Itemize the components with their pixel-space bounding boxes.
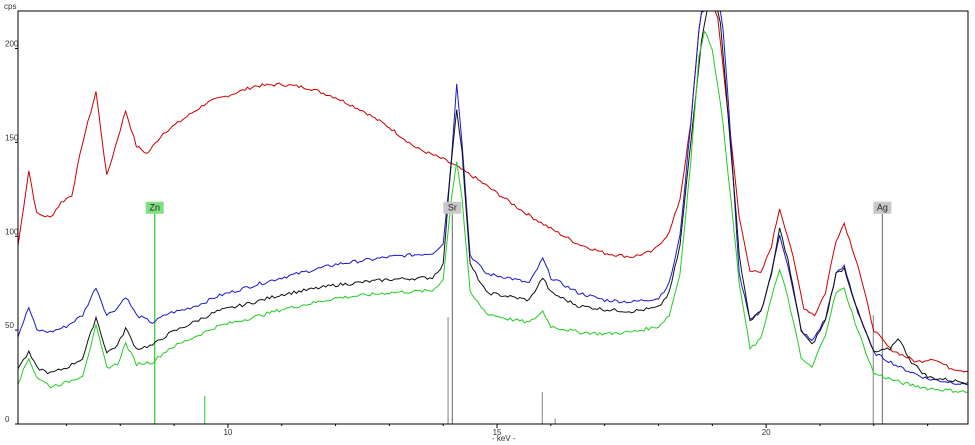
x-axis-label: - keV - (492, 434, 516, 443)
element-label-box-sr (443, 201, 462, 214)
element-label-ag: Ag (877, 203, 888, 213)
y-axis-label: cps (4, 2, 16, 11)
element-marker-lines (154, 213, 884, 424)
spectrum-series-2 (17, 10, 969, 385)
element-label-sr: Sr (448, 203, 457, 213)
element-label-box-zn (145, 201, 164, 214)
y-tick-label-50: 50 (5, 321, 14, 330)
element-label-zn: Zn (149, 203, 160, 213)
x-tick-label-10: 10 (223, 428, 232, 437)
y-tick-label-200: 200 (5, 40, 19, 49)
spectrum-series-group (17, 10, 969, 393)
plot-frame (17, 10, 969, 425)
y-tick-label-0: 0 (5, 415, 10, 424)
spectrum-series-1 (17, 10, 969, 386)
axis-group: 0 50 100 150 200 10 15 20 (5, 40, 929, 437)
spectrum-series-3 (17, 30, 969, 393)
y-tick-label-150: 150 (5, 133, 19, 142)
y-tick-label-100: 100 (5, 227, 19, 236)
element-label-group: Zn Sr Ag (145, 201, 892, 214)
x-tick-label-20: 20 (762, 428, 771, 437)
spectrum-series-0 (17, 10, 969, 373)
element-label-box-ag (873, 201, 892, 214)
x-tick-label-15: 15 (493, 428, 502, 437)
